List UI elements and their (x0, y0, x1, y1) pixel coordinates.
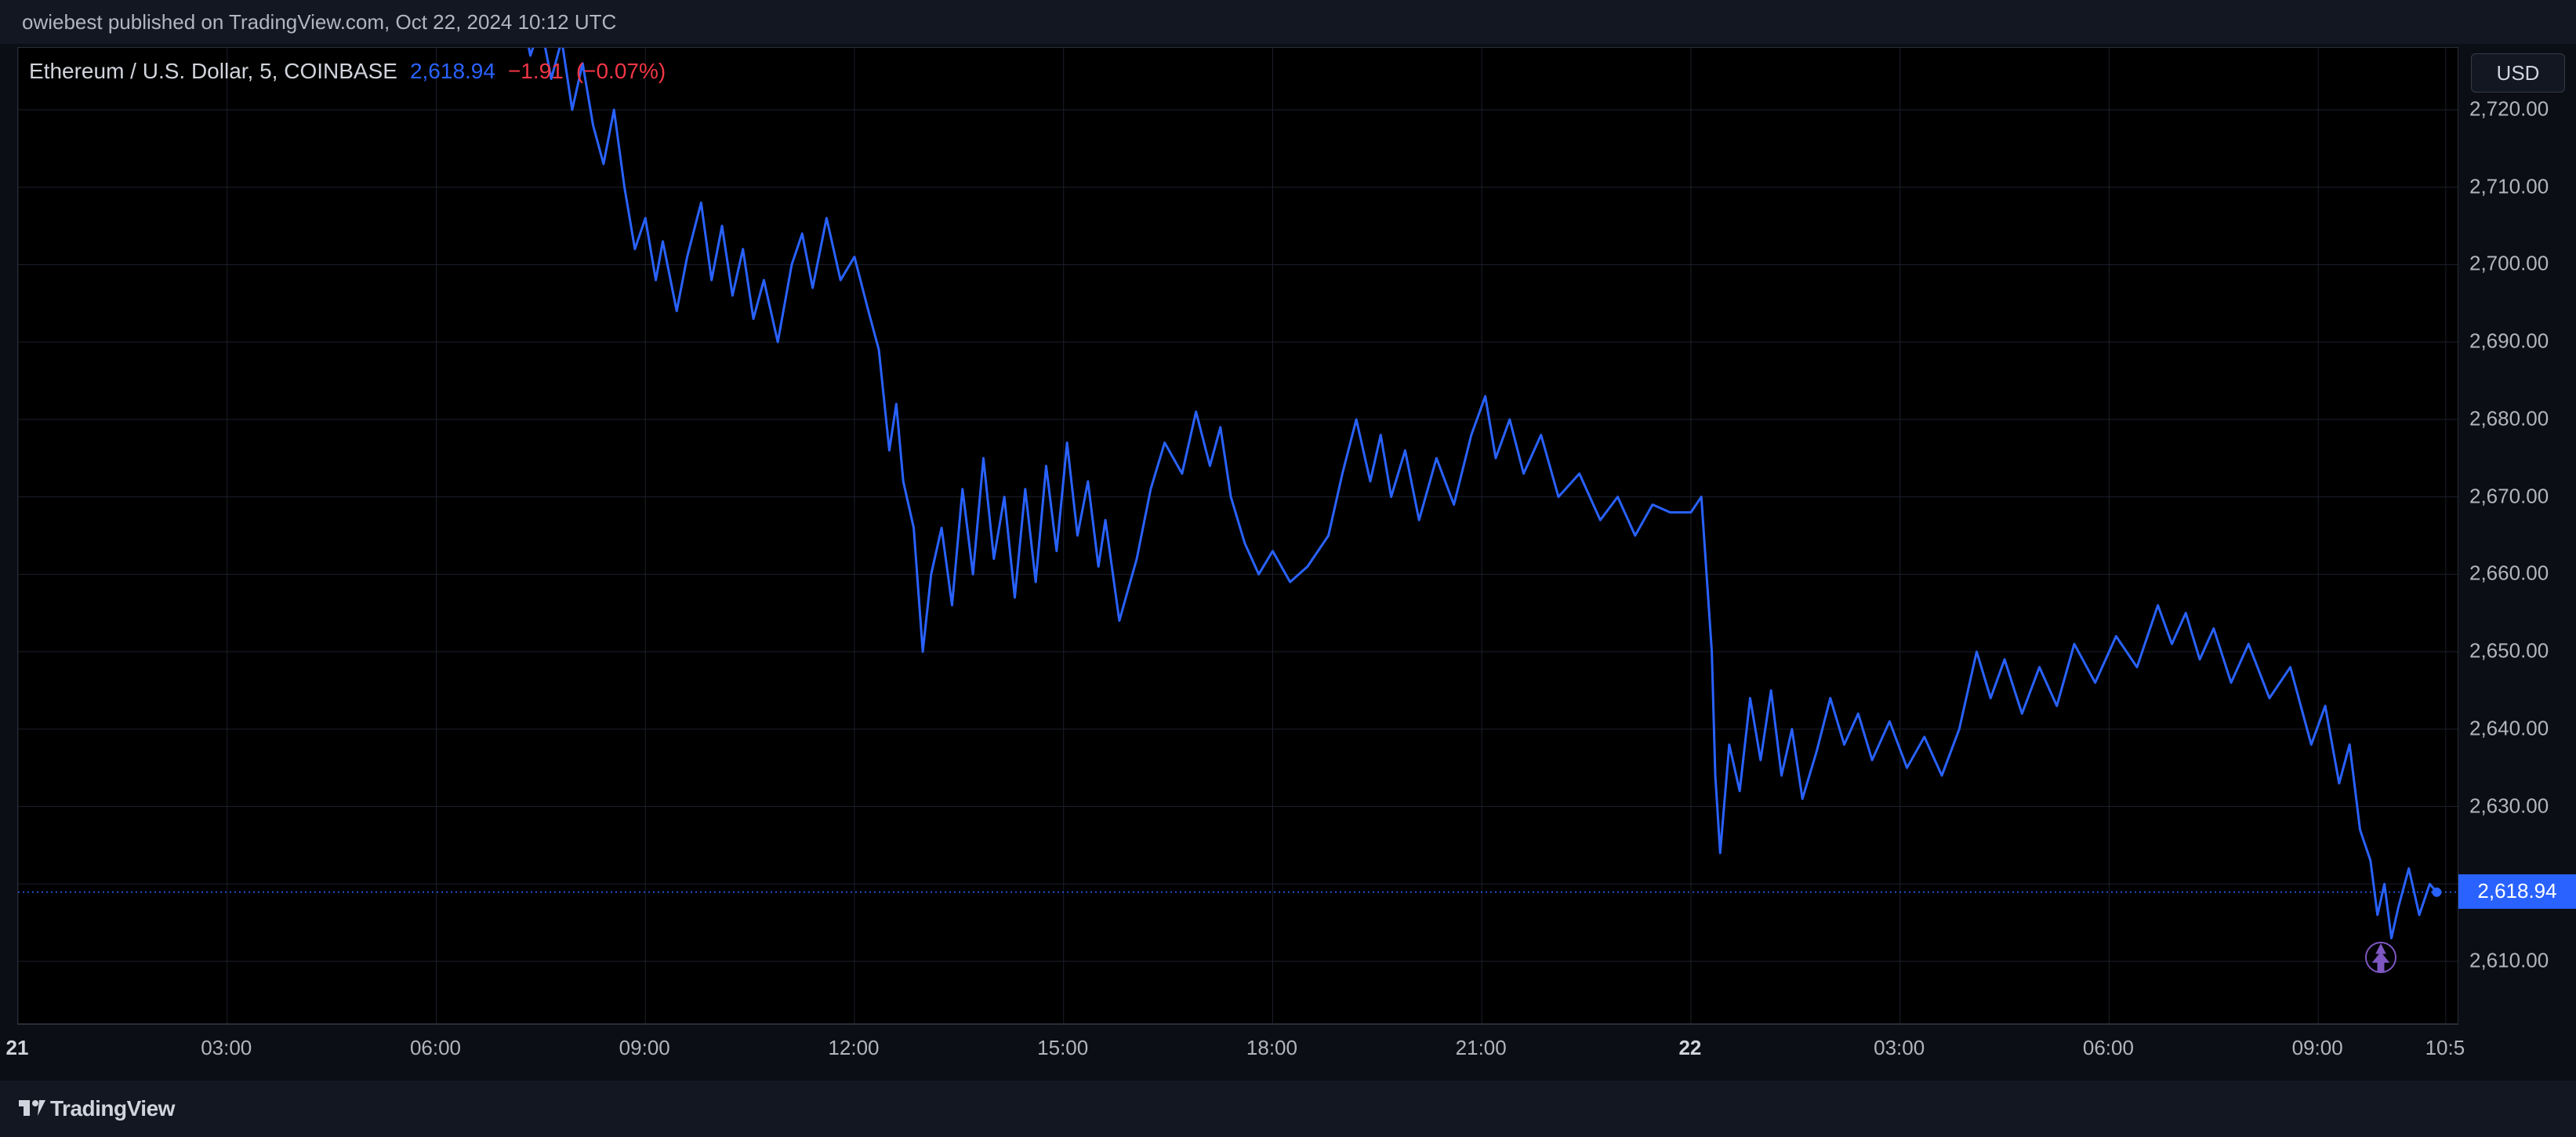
currency-badge[interactable]: USD (2471, 53, 2565, 93)
xaxis-tick: 15:00 (1037, 1036, 1088, 1060)
xaxis-tick: 18:00 (1246, 1036, 1297, 1060)
publish-info-text: owiebest published on TradingView.com, O… (22, 10, 616, 35)
yaxis-tick: 2,660.00 (2469, 561, 2549, 586)
yaxis-tick: 2,710.00 (2469, 174, 2549, 198)
xaxis-tick: 21 (6, 1036, 29, 1060)
xaxis-tick: 12:00 (828, 1036, 879, 1060)
yaxis-tick: 2,690.00 (2469, 329, 2549, 354)
plot-svg (18, 48, 2458, 1023)
alert-icon[interactable] (2365, 942, 2396, 973)
price-axis[interactable]: USD 2,720.00 2,710.00 2,700.00 2,690.00 2,68… (2458, 47, 2576, 1024)
tradingview-logo[interactable]: TradingView (19, 1096, 175, 1121)
xaxis-tick: 03:00 (1874, 1036, 1925, 1060)
last-price-badge: 2,618.94 (2458, 874, 2576, 909)
yaxis-tick: 2,610.00 (2469, 949, 2549, 973)
change-value: −1.91 (508, 59, 564, 84)
price-plot[interactable]: Ethereum / U.S. Dollar, 5, COINBASE 2,61… (17, 47, 2458, 1024)
symbol-legend[interactable]: Ethereum / U.S. Dollar, 5, COINBASE 2,61… (29, 59, 666, 84)
xaxis-tick: 09:00 (2292, 1036, 2343, 1060)
xaxis-tick: 22 (1678, 1036, 1701, 1060)
xaxis-tick: 03:00 (201, 1036, 252, 1060)
yaxis-tick: 2,700.00 (2469, 252, 2549, 276)
change-pct-value: (−0.07%) (576, 59, 666, 84)
time-axis[interactable]: 2103:0006:0009:0012:0015:0018:0021:00220… (17, 1024, 2458, 1081)
xaxis-tick: 06:00 (410, 1036, 461, 1060)
xaxis-tick: 09:00 (619, 1036, 670, 1060)
publish-info-bar: owiebest published on TradingView.com, O… (0, 0, 2576, 44)
currency-label: USD (2497, 61, 2540, 85)
chart-root: owiebest published on TradingView.com, O… (0, 0, 2576, 1137)
symbol-label: Ethereum / U.S. Dollar, 5, COINBASE (29, 59, 397, 84)
chart-area[interactable]: Ethereum / U.S. Dollar, 5, COINBASE 2,61… (17, 47, 2576, 1081)
last-price-value: 2,618.94 (410, 59, 495, 84)
xaxis-tick: 06:00 (2083, 1036, 2134, 1060)
yaxis-tick: 2,720.00 (2469, 96, 2549, 121)
yaxis-tick: 2,650.00 (2469, 639, 2549, 663)
yaxis-tick: 2,630.00 (2469, 794, 2549, 818)
xaxis-tick: 21:00 (1456, 1036, 1507, 1060)
yaxis-tick: 2,680.00 (2469, 406, 2549, 430)
footer: TradingView (0, 1081, 2576, 1137)
xaxis-tick: 10:5 (2425, 1036, 2465, 1060)
yaxis-tick: 2,670.00 (2469, 484, 2549, 508)
yaxis-tick: 2,640.00 (2469, 716, 2549, 740)
